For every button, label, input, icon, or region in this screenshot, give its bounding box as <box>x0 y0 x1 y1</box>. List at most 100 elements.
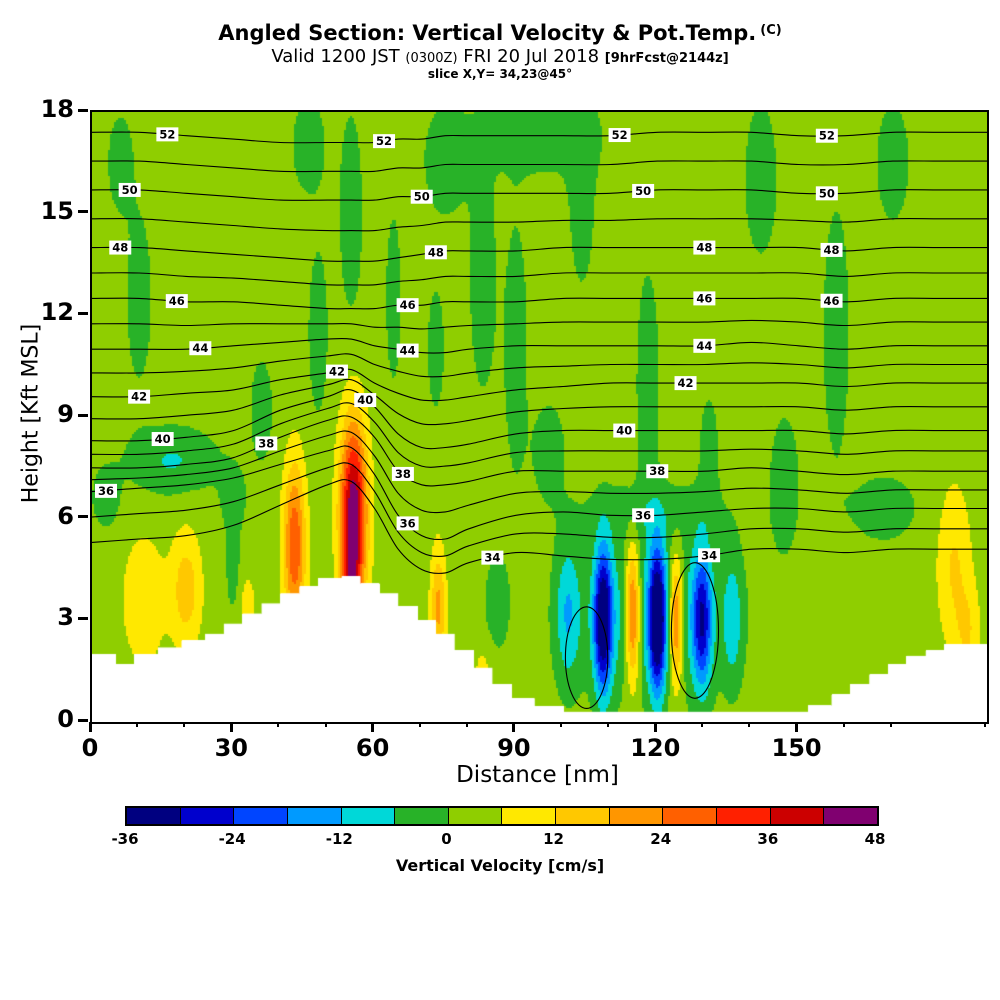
isentrope-label-box <box>815 128 838 143</box>
valid-time: Valid 1200 JST <box>271 46 400 68</box>
isentrope-label: 36 <box>635 508 651 522</box>
isentrope-line <box>92 445 987 541</box>
x-axis-minor-tick <box>418 722 421 727</box>
colorbar-cell <box>502 808 557 824</box>
x-axis-title: Distance [nm] <box>456 762 619 788</box>
colorbar-tick-label: -24 <box>218 830 246 848</box>
x-axis-tick <box>88 722 92 732</box>
x-axis-minor-tick <box>277 722 280 727</box>
isentrope-label-box <box>255 436 278 451</box>
isentrope-label: 42 <box>131 390 147 404</box>
x-axis-minor-tick <box>984 722 986 727</box>
isentrope-label: 38 <box>649 464 665 478</box>
isentrope-label-box <box>156 127 179 142</box>
colorbar-tick-label: -36 <box>111 830 139 848</box>
colorbar-cell <box>556 808 610 824</box>
isentrope-line <box>92 368 987 402</box>
isentrope-label-box <box>693 240 716 255</box>
colorbar-cell <box>824 808 877 824</box>
isentrope-label-box <box>820 242 843 257</box>
isentrope-line <box>92 378 987 426</box>
isentrope-line <box>92 430 987 514</box>
isentrope-label-box <box>608 128 631 143</box>
isentrope-label-box <box>410 189 433 204</box>
isentrope-label-box <box>128 389 151 404</box>
y-axis-tick <box>78 616 88 620</box>
isentrope-label-box <box>189 341 212 356</box>
isentrope-label: 36 <box>400 516 416 530</box>
isentrope-label: 38 <box>395 467 411 481</box>
colorbar-cell <box>609 808 664 824</box>
isentrope-label: 46 <box>824 294 840 308</box>
isentrope-label-box <box>674 376 697 391</box>
isentrope-line <box>92 217 987 232</box>
isentrope-line <box>92 131 987 144</box>
isentrope-line <box>92 189 987 201</box>
vertical-velocity-field <box>92 112 987 722</box>
isentrope-line <box>92 319 987 330</box>
isentrope-label-box <box>820 293 843 308</box>
isentrope-label: 38 <box>258 436 274 450</box>
isentrope-label: 36 <box>98 484 114 498</box>
isentrope-label-box <box>613 423 636 438</box>
y-axis-tick <box>78 210 88 214</box>
colorbar-tick-label: 24 <box>650 830 672 848</box>
isentrope-closed-contour <box>564 606 609 709</box>
y-axis-tick <box>78 515 88 519</box>
colorbar-cell <box>341 808 396 824</box>
isentrope-label-box <box>693 291 716 306</box>
page-title: Angled Section: Vertical Velocity & Pot.… <box>0 20 1000 46</box>
isentrope-label-box <box>632 508 655 523</box>
x-axis-minor-tick <box>607 722 610 727</box>
colorbar <box>125 806 879 826</box>
x-axis-minor-tick <box>183 722 186 727</box>
isentrope-label: 44 <box>696 339 712 353</box>
isentrope-label-box <box>424 245 447 260</box>
isentrope-label: 52 <box>159 127 175 141</box>
x-axis-minor-tick <box>465 722 468 727</box>
x-axis-tick <box>512 722 516 732</box>
isentrope-label-box <box>396 298 419 313</box>
isentrope-label: 44 <box>192 341 208 355</box>
x-axis-minor-tick <box>701 722 704 727</box>
x-axis-tick-label: 0 <box>81 734 99 762</box>
colorbar-cell <box>717 808 771 824</box>
title-block: Angled Section: Vertical Velocity & Pot.… <box>0 20 1000 82</box>
x-axis-tick <box>795 722 799 732</box>
x-axis-tick <box>229 722 233 732</box>
isentrope-label: 48 <box>112 241 128 255</box>
title-text: Angled Section: Vertical Velocity & Pot.… <box>218 21 757 45</box>
isentrope-label: 52 <box>819 129 835 143</box>
colorbar-tick-label: 48 <box>864 830 886 848</box>
x-axis-minor-tick <box>748 722 751 727</box>
colorbar-cell <box>180 808 235 824</box>
x-axis-tick-label: 30 <box>214 734 249 762</box>
plot-area: 52 52 52 52 50 50 50 50 48 48 48 48 46 46 46 46 44 44 44 42… <box>90 110 989 724</box>
isentrope-label-box <box>693 338 716 353</box>
colorbar-cell <box>448 808 503 824</box>
isentrope-label: 42 <box>329 365 345 379</box>
isentrope-label: 40 <box>155 432 171 446</box>
isentrope-label-box <box>354 393 377 408</box>
slice-info: slice X,Y= 34,23@45° <box>427 66 573 81</box>
y-axis-tick <box>78 311 88 315</box>
isentrope-line <box>92 479 987 574</box>
y-axis-tick <box>78 413 88 417</box>
isentrope-label: 52 <box>376 134 392 148</box>
isentrope-label: 48 <box>428 245 444 259</box>
isentrope-label: 42 <box>678 376 694 390</box>
y-axis-tick-label: 9 <box>57 400 74 428</box>
isentrope-label: 46 <box>169 294 185 308</box>
isentrope-label: 46 <box>400 298 416 312</box>
x-axis-tick-label: 150 <box>771 734 822 762</box>
isentrope-label: 52 <box>612 128 628 142</box>
isentrope-label-box <box>396 516 419 531</box>
x-axis-minor-tick <box>889 722 892 727</box>
isentrope-label: 34 <box>701 548 717 562</box>
isentrope-line <box>92 246 987 262</box>
colorbar-cell <box>770 808 825 824</box>
isentrope-label: 40 <box>357 393 373 407</box>
isentrope-line <box>92 353 987 378</box>
isentrope-line <box>92 462 987 557</box>
x-axis-minor-tick <box>324 722 327 727</box>
